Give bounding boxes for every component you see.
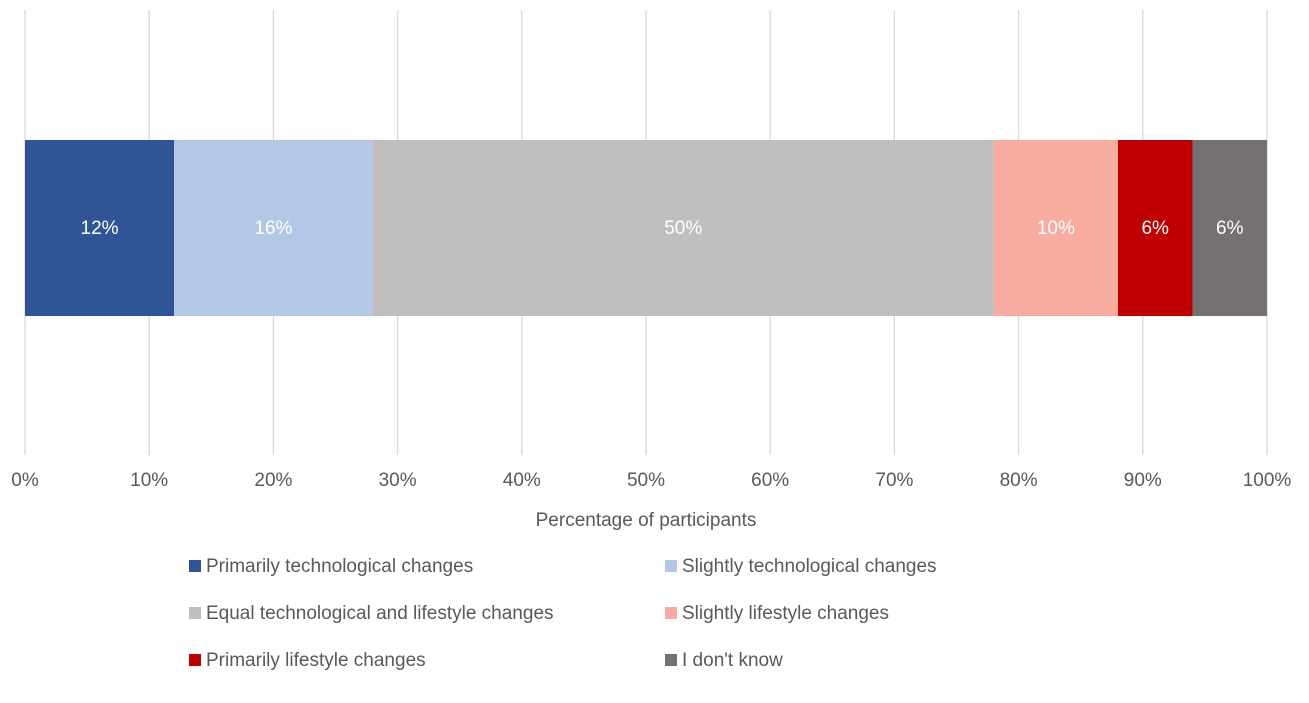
legend-swatch	[189, 607, 201, 619]
bar-segment	[25, 140, 175, 316]
legend-swatch	[665, 560, 677, 572]
x-tick-label: 10%	[130, 470, 168, 491]
x-tick-label: 0%	[11, 470, 39, 491]
legend-label: Slightly technological changes	[682, 556, 937, 577]
x-tick-label: 30%	[379, 470, 417, 491]
bar-segment	[993, 140, 1118, 316]
x-tick-label: 50%	[627, 470, 665, 491]
legend-label: Slightly lifestyle changes	[682, 603, 889, 624]
value-label: 6%	[1216, 218, 1244, 239]
value-label: 10%	[1037, 218, 1075, 239]
bar-segment	[372, 140, 994, 316]
x-axis-label: Percentage of participants	[536, 510, 757, 531]
bar-segment	[1192, 140, 1267, 316]
legend-swatch	[665, 654, 677, 666]
legend-label: Primarily lifestyle changes	[206, 650, 426, 671]
x-tick-label: 60%	[751, 470, 789, 491]
legend-label: Primarily technological changes	[206, 556, 473, 577]
x-tick-label: 70%	[875, 470, 913, 491]
x-tick-label: 20%	[254, 470, 292, 491]
value-label: 12%	[81, 218, 119, 239]
bar-segment	[1117, 140, 1193, 316]
legend-swatch	[189, 560, 201, 572]
x-tick-label: 80%	[1000, 470, 1038, 491]
bar-segment	[174, 140, 373, 316]
x-tick-label: 100%	[1243, 470, 1292, 491]
x-tick-label: 40%	[503, 470, 541, 491]
legend-label: Equal technological and lifestyle change…	[206, 603, 554, 624]
value-label: 6%	[1141, 218, 1169, 239]
x-tick-label: 90%	[1124, 470, 1162, 491]
legend-label: I don't know	[682, 650, 783, 671]
legend-swatch	[189, 654, 201, 666]
value-label: 16%	[254, 218, 292, 239]
legend-swatch	[665, 607, 677, 619]
value-label: 50%	[664, 218, 702, 239]
